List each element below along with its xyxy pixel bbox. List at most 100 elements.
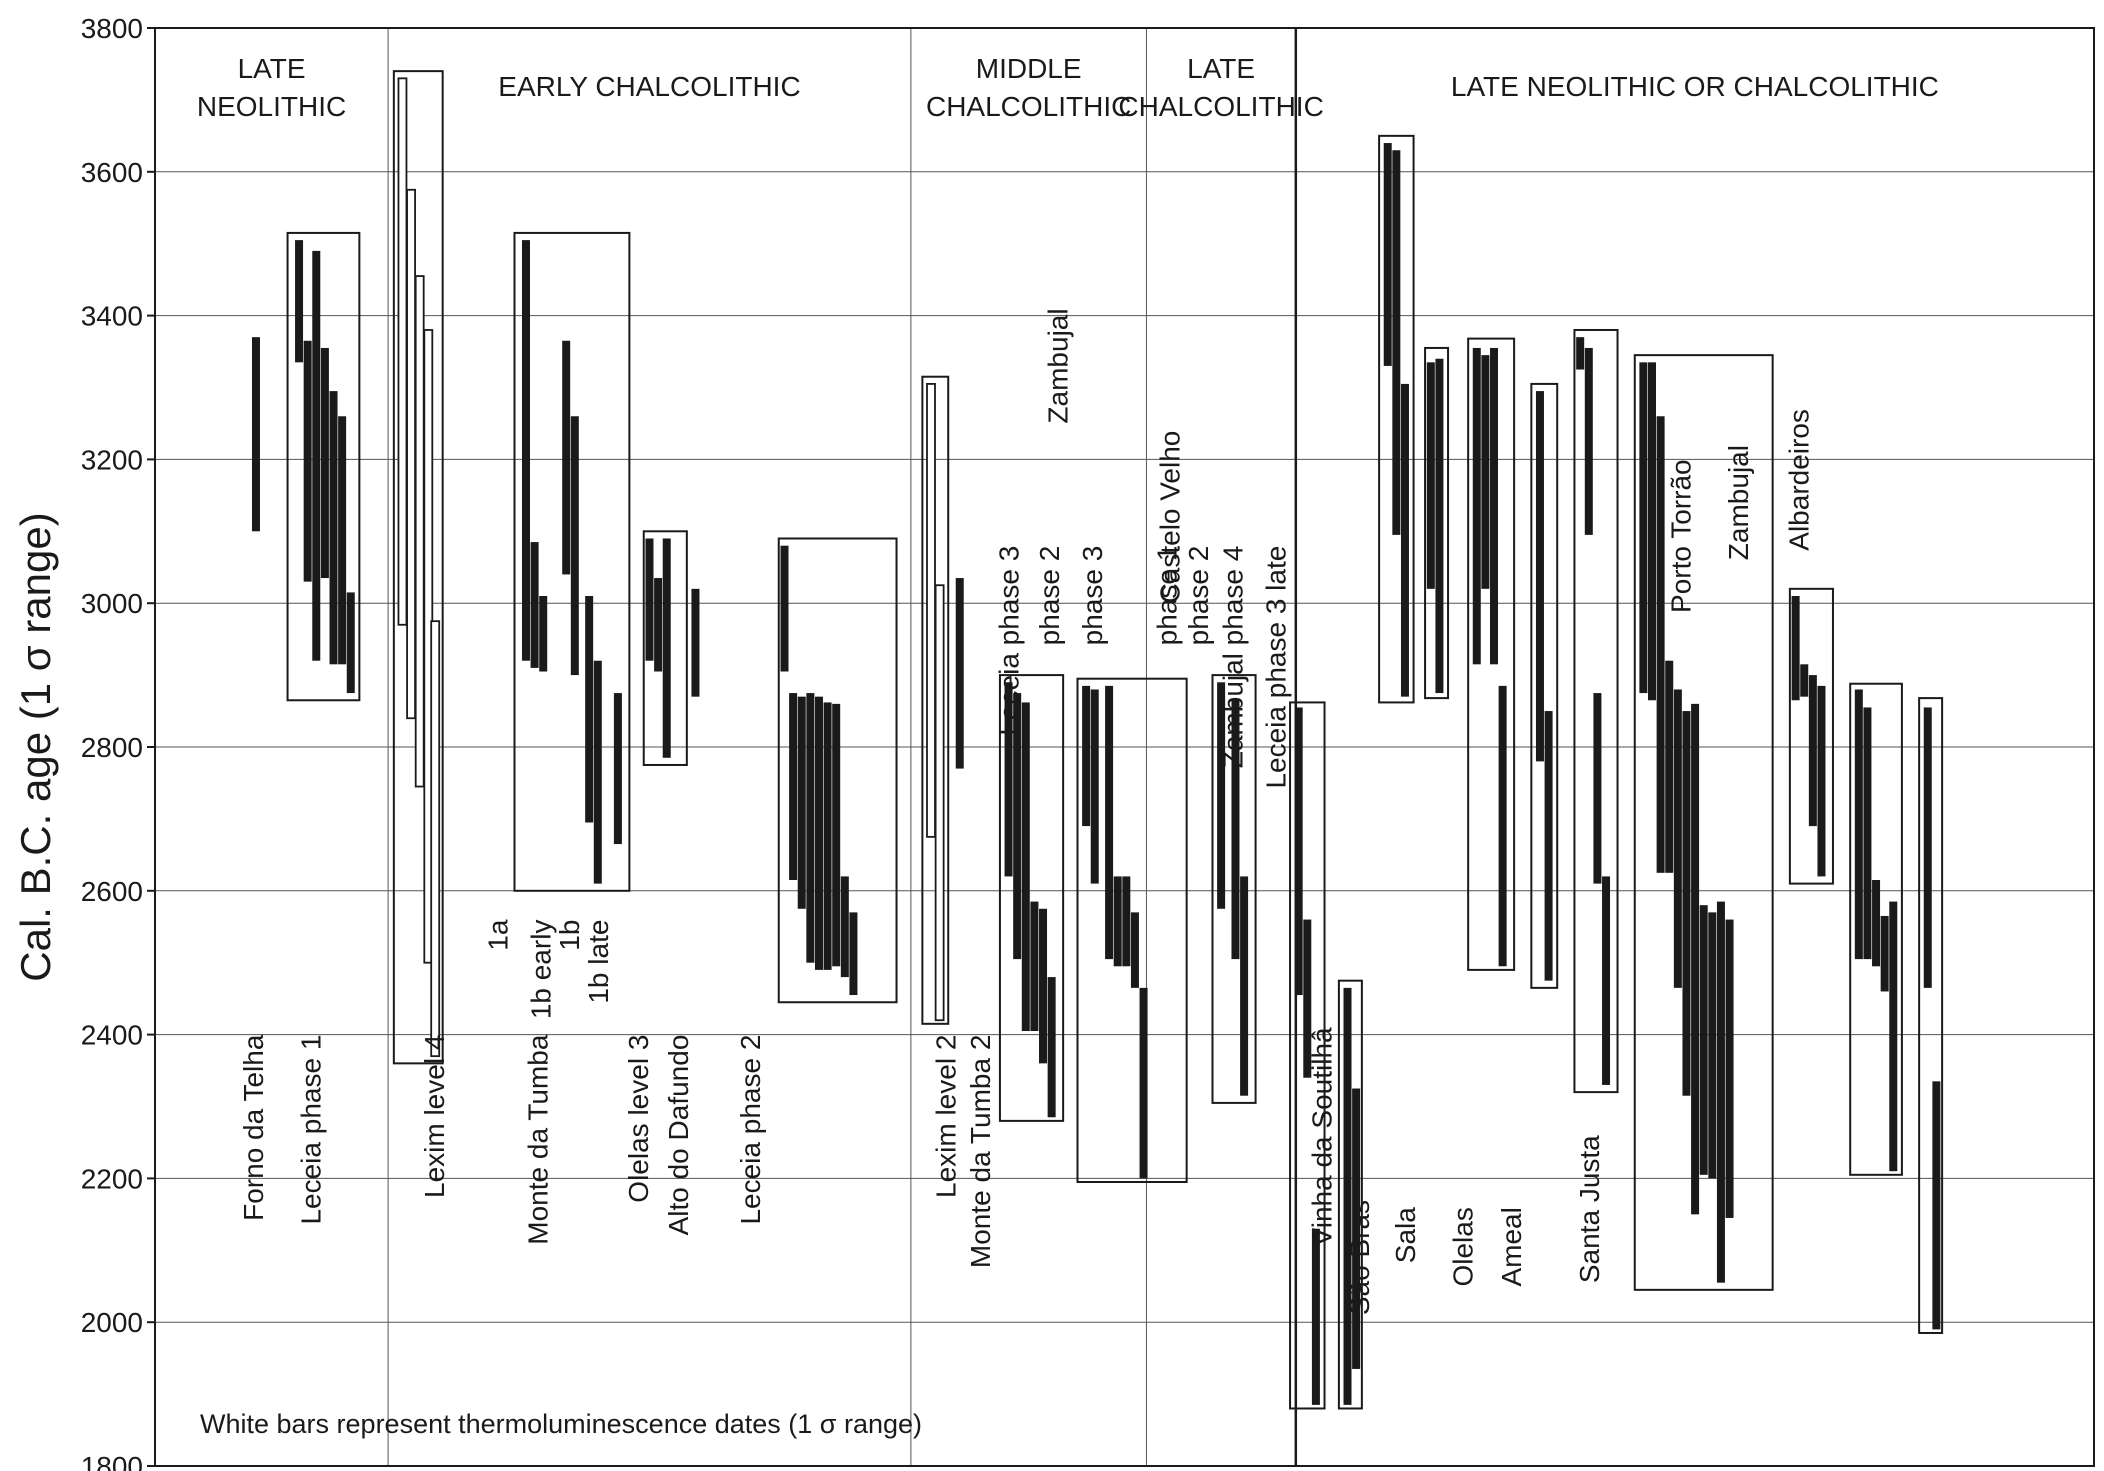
site-label: Olelas: [1447, 1207, 1478, 1286]
c14-date-bar: [1716, 901, 1725, 1283]
c14-date-bar: [1854, 689, 1863, 960]
site-group-box: [392, 70, 444, 1065]
c14-date-bar: [1584, 347, 1593, 535]
c14-date-bar: [1682, 711, 1691, 1096]
site-label: Leceia phase 1: [296, 1035, 327, 1225]
c14-date-bar: [1808, 675, 1817, 827]
c14-date-bar: [789, 693, 798, 881]
y-axis-title: Cal. B.C. age (1 σ range): [12, 512, 59, 981]
site-label: Zambujal: [1723, 445, 1754, 560]
site-label: Castelo Velho: [1154, 431, 1185, 604]
plot-frame: [154, 27, 2095, 1467]
c14-date-bar: [1498, 685, 1507, 967]
c14-date-bar: [1472, 347, 1481, 665]
c14-date-bar: [823, 702, 832, 970]
c14-date-bar: [1090, 689, 1099, 884]
c14-date-bar: [1490, 347, 1499, 665]
c14-date-bar: [814, 696, 823, 970]
y-tick-label: 3800: [81, 13, 143, 44]
c14-date-bar: [1311, 1228, 1320, 1405]
site-group-box: [1530, 382, 1559, 989]
site-group-box: [1467, 337, 1516, 971]
gridlines: [155, 27, 2094, 1467]
c14-date-bar: [1639, 362, 1648, 694]
c14-date-bar: [1130, 912, 1139, 988]
c14-date-bar: [251, 337, 260, 532]
site-label: Vinha da Soutilhâ: [1307, 1027, 1338, 1246]
y-tick-label: 3000: [81, 588, 143, 619]
site-group-box: [1289, 701, 1326, 1410]
c14-date-bar: [1139, 987, 1148, 1179]
period-header: LATE: [1187, 53, 1255, 84]
c14-date-bar: [645, 538, 654, 661]
c14-date-bar: [1708, 912, 1717, 1179]
c14-date-bar: [780, 545, 789, 672]
c14-date-bar: [1122, 876, 1131, 967]
y-tick-label: 3600: [81, 157, 143, 188]
c14-date-bar: [840, 876, 849, 978]
site-label: Porto Torrão: [1666, 459, 1697, 613]
c14-date-bar: [1647, 362, 1656, 701]
c14-date-bar: [1013, 693, 1022, 960]
c14-date-bar: [849, 912, 858, 996]
site-label: Leceia phase 3 late: [1261, 546, 1292, 789]
c14-date-bar: [1039, 908, 1048, 1064]
c14-date-bar: [585, 596, 594, 823]
c14-date-bar: [797, 696, 806, 909]
site-group-box: [998, 674, 1065, 1122]
c14-date-bar: [1656, 416, 1665, 873]
site-label: 1a: [482, 919, 513, 951]
c14-date-bar: [654, 578, 663, 672]
c14-date-bar: [1481, 355, 1490, 589]
c14-date-bar: [1217, 682, 1226, 909]
site-label: Olelas level 3: [623, 1035, 654, 1203]
c14-date-bar: [1294, 707, 1303, 996]
site-group-box: [1788, 587, 1834, 885]
tl-date-bar: [397, 77, 408, 626]
c14-date-bar: [1602, 876, 1611, 1085]
c14-date-bar: [1240, 876, 1249, 1096]
c14-date-bar: [1105, 685, 1114, 960]
c14-date-bar: [346, 592, 355, 694]
site-label: Monte da Tumba: [522, 1034, 553, 1245]
c14-date-bar: [613, 693, 622, 845]
site-label: São Bras: [1344, 1200, 1375, 1315]
y-tick-label: 1800: [81, 1451, 143, 1471]
site-label: Sala: [1390, 1207, 1421, 1263]
site-label: Leceia phase 2: [735, 1035, 766, 1225]
c14-date-bar: [806, 693, 815, 963]
c14-date-bar: [295, 240, 304, 363]
site-group-box: [777, 537, 898, 1004]
y-tick-label: 2200: [81, 1163, 143, 1194]
c14-date-bar: [1352, 1088, 1361, 1369]
c14-date-bar: [570, 416, 579, 676]
site-group-box: [1424, 346, 1450, 700]
c14-date-bar: [1932, 1081, 1941, 1330]
c14-date-bar: [1535, 391, 1544, 762]
c14-date-bar: [691, 588, 700, 697]
c14-date-bar: [1923, 707, 1932, 988]
period-header: CHALCOLITHIC: [926, 91, 1131, 122]
y-tick-label: 3200: [81, 444, 143, 475]
site-label: Forno da Telha: [238, 1034, 269, 1221]
c14-date-bar: [1047, 977, 1056, 1118]
c14-date-bar: [1426, 362, 1435, 589]
c14-date-bar: [1699, 905, 1708, 1175]
c14-date-bar: [329, 391, 338, 665]
c14-date-bar: [1544, 711, 1553, 981]
period-header: LATE: [238, 53, 306, 84]
y-tick-label: 2000: [81, 1307, 143, 1338]
c14-date-bar: [832, 703, 841, 967]
c14-date-bar: [1343, 987, 1352, 1405]
c14-date-bar: [1004, 682, 1013, 877]
c14-date-bar: [1030, 901, 1039, 1032]
c14-date-bar: [1665, 660, 1674, 873]
tl-date-bar: [406, 188, 416, 720]
c14-date-bar: [1872, 880, 1881, 967]
c14-date-bar: [539, 596, 548, 672]
c14-date-bar: [1863, 707, 1872, 960]
c14-date-bar: [1400, 383, 1409, 697]
site-group-box: [1378, 134, 1415, 704]
c14-date-bar: [1725, 919, 1734, 1218]
